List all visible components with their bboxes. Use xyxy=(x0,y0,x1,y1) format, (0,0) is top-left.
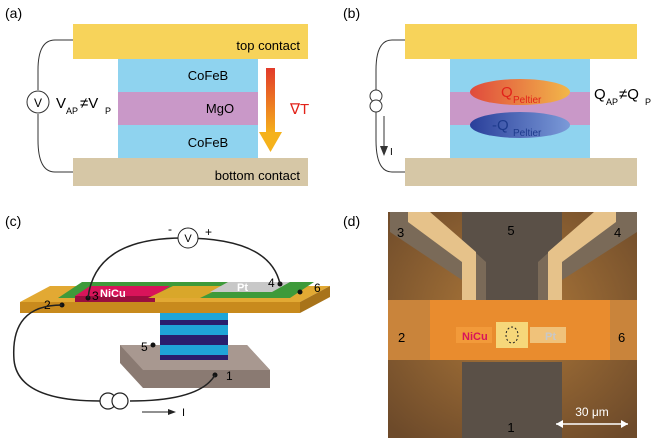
cofeb-top-label: CoFeB xyxy=(188,68,228,83)
temperature-gradient-arrow xyxy=(259,68,282,152)
plus-label: + xyxy=(205,225,212,239)
source-wire-right-c xyxy=(129,374,216,402)
center-pad-d xyxy=(496,322,528,348)
cofeb-bottom-label: CoFeB xyxy=(188,135,228,150)
v-neq-vp: ≠V xyxy=(80,95,98,112)
contact-4-d: 4 xyxy=(614,225,621,240)
left-pad xyxy=(388,300,430,360)
right-arm-gray xyxy=(538,212,637,300)
nicu-label-c: NiCu xyxy=(100,288,126,300)
contact-5-d: 5 xyxy=(507,223,514,238)
panel-c-label: (c) xyxy=(5,213,21,229)
q-peltier: Q xyxy=(501,84,513,101)
peltier-heat-ellipse xyxy=(470,79,570,105)
voltage-relation: V AP ≠V P xyxy=(56,95,111,116)
bottom-gray-contact xyxy=(462,362,562,438)
bottom-contact xyxy=(73,158,308,186)
nicu-label-d: NiCu xyxy=(462,331,488,343)
current-arrow xyxy=(380,116,388,156)
v-ap-sub: AP xyxy=(66,106,78,116)
contact-4-c: 4 xyxy=(268,276,275,290)
panel-a-label: (a) xyxy=(5,5,22,21)
gold-plate-front xyxy=(20,302,300,313)
current-source-icon xyxy=(369,89,383,113)
panel-d-label: (d) xyxy=(343,213,360,229)
contact-6-d: 6 xyxy=(618,330,625,345)
source-wire-top xyxy=(375,39,405,90)
voltmeter-icon xyxy=(26,90,50,114)
micrograph: NiCu Pt 1 2 3 4 5 6 30 μm xyxy=(388,212,637,438)
v-ap: V xyxy=(56,95,66,112)
contact-dot-5 xyxy=(150,342,156,348)
center-pad xyxy=(148,286,225,298)
pt-label-d: Pt xyxy=(545,331,556,343)
contact-3-c: 3 xyxy=(92,289,99,303)
scale-bar-label: 30 μm xyxy=(575,405,609,419)
mtj-pillar-layer-3 xyxy=(160,310,228,320)
panel-b: (b) Q Peltier -Q Peltier I Q AP ≠Q P xyxy=(343,5,651,186)
mgo-label: MgO xyxy=(206,101,234,116)
contact-dot-6 xyxy=(297,289,303,295)
panel-b-label: (b) xyxy=(343,5,360,21)
mtj-pillar-layer-1 xyxy=(160,325,228,335)
pt-strip-d xyxy=(530,327,566,343)
voltmeter-symbol-c: V xyxy=(184,233,192,245)
contact-1-c: 1 xyxy=(226,369,233,383)
q-ap: Q xyxy=(594,86,606,103)
right-arm xyxy=(548,212,616,324)
nicu-strip xyxy=(75,286,170,296)
neg-q-peltier: -Q xyxy=(492,117,509,134)
top-contact-b xyxy=(405,24,637,59)
pt-label-c: Pt xyxy=(237,282,248,294)
contact-2-d: 2 xyxy=(398,330,405,345)
bottom-contact-label: bottom contact xyxy=(215,168,301,183)
top-contact xyxy=(73,24,308,59)
mgo-layer xyxy=(118,92,258,125)
pillar-marker xyxy=(505,326,519,344)
contact-5-c: 5 xyxy=(141,340,148,354)
current-source-icon-c xyxy=(99,392,129,410)
cofeb-top-layer xyxy=(118,59,258,92)
heat-relation: Q AP ≠Q P xyxy=(594,86,651,107)
gold-plate-side xyxy=(300,286,330,313)
top-contact-label: top contact xyxy=(236,38,300,53)
contact-6-c: 6 xyxy=(314,281,321,295)
bottom-contact-b xyxy=(405,158,637,186)
voltmeter-wire-bottom xyxy=(37,114,73,173)
left-arm xyxy=(408,212,476,324)
voltmeter-wire-top xyxy=(37,39,73,90)
mtj-pillar-layer-2 xyxy=(160,345,228,355)
panel-a: (a) top contact CoFeB MgO CoFeB bottom c… xyxy=(5,5,309,186)
contact-2-c: 2 xyxy=(44,298,51,312)
q-ap-sub: AP xyxy=(606,97,618,107)
q-peltier-sub: Peltier xyxy=(513,95,542,106)
v-p-sub: P xyxy=(105,106,111,116)
panel-d: (d) NiCu Pt 1 2 3 xyxy=(343,212,637,438)
current-label-c: I xyxy=(182,407,185,419)
neg-q-peltier-sub: Peltier xyxy=(513,128,542,139)
current-label-b: I xyxy=(390,147,393,158)
cofeb-bottom-layer xyxy=(118,125,258,158)
contact-1-d: 1 xyxy=(507,420,514,435)
nicu-strip-front xyxy=(75,296,155,302)
peltier-cool-ellipse xyxy=(470,112,570,138)
minus-label: - xyxy=(168,222,172,236)
nicu-strip-d xyxy=(456,327,492,343)
q-neq-qp: ≠Q xyxy=(619,86,639,103)
current-arrow-c xyxy=(142,409,176,415)
voltmeter-symbol: V xyxy=(34,96,42,110)
source-wire-bottom xyxy=(375,112,405,173)
panel-c: (c) NiCu Pt 2 3 4 6 5 1 xyxy=(5,213,330,419)
source-wire-left-c xyxy=(13,304,101,402)
contact-3-d: 3 xyxy=(397,225,404,240)
right-pad xyxy=(610,300,637,360)
pt-strip xyxy=(210,282,290,292)
voltmeter-icon-c xyxy=(177,227,199,249)
scale-bar xyxy=(556,420,628,428)
q-p-sub: P xyxy=(645,97,651,107)
grad-t-label: ∇T xyxy=(289,101,309,118)
